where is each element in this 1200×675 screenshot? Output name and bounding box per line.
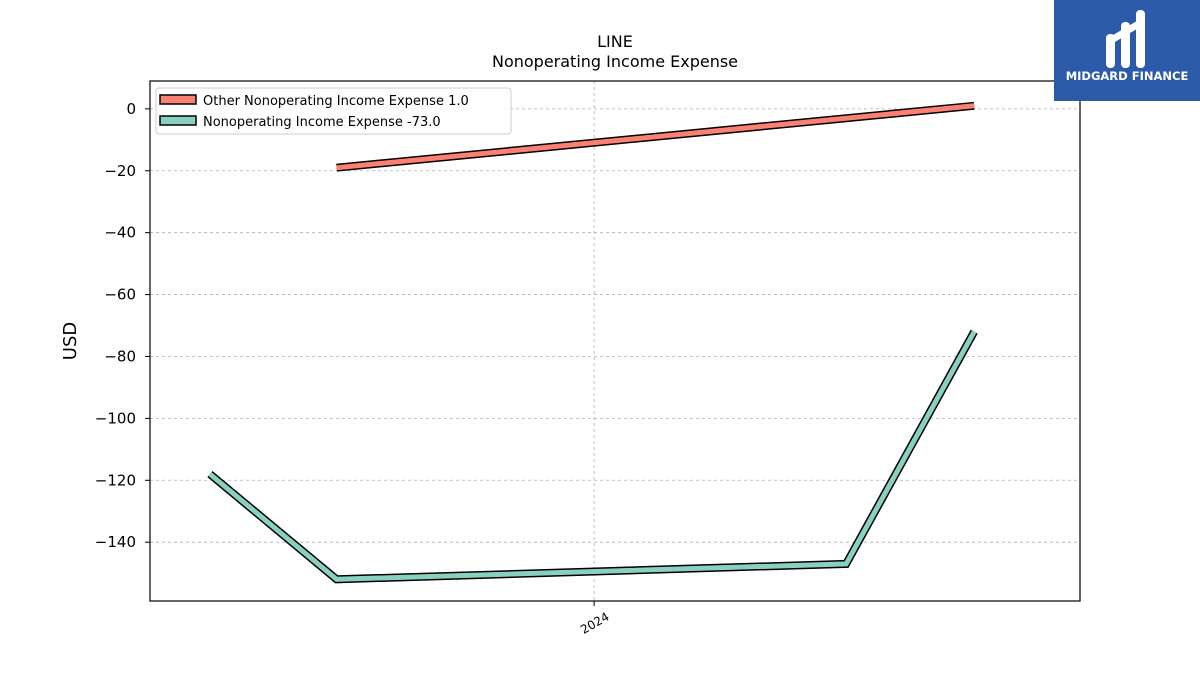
logo-mark-icon <box>1106 10 1145 68</box>
legend-swatch <box>159 115 197 126</box>
grid-lines <box>150 81 1080 601</box>
y-tick-label: −40 <box>104 224 136 242</box>
y-tick-label: −60 <box>104 286 136 304</box>
y-tick-label: −100 <box>95 409 136 427</box>
y-tick-label: −80 <box>104 347 136 365</box>
series-line-1 <box>336 103 975 171</box>
legend: Other Nonoperating Income Expense 1.0 Non… <box>155 87 512 135</box>
y-tick-label: 0 <box>126 100 136 118</box>
y-axis-label: USD <box>60 322 81 360</box>
plot-frame <box>149 80 1081 602</box>
legend-label: Nonoperating Income Expense -73.0 <box>203 115 441 130</box>
series-line-2 <box>208 330 977 582</box>
legend-box <box>155 87 512 135</box>
brand-logo: MIDGARD FINANCE <box>1054 0 1200 101</box>
logo-text: MIDGARD FINANCE <box>1065 69 1189 83</box>
chart-title: LINE <box>597 32 633 51</box>
y-tick-label: −20 <box>104 162 136 180</box>
y-tick-label: −120 <box>95 471 136 489</box>
legend-swatch <box>159 94 197 105</box>
x-tick-label: 2024 <box>578 609 611 636</box>
y-tick-label: −140 <box>95 533 136 551</box>
legend-label: Other Nonoperating Income Expense 1.0 <box>203 94 469 109</box>
y-axis: 0 −20 −40 −60 −80 −100 −120 −140 <box>95 100 150 551</box>
series-layer <box>207 101 978 584</box>
x-axis: 2024 <box>578 601 612 637</box>
chart-subtitle: Nonoperating Income Expense <box>492 52 738 71</box>
